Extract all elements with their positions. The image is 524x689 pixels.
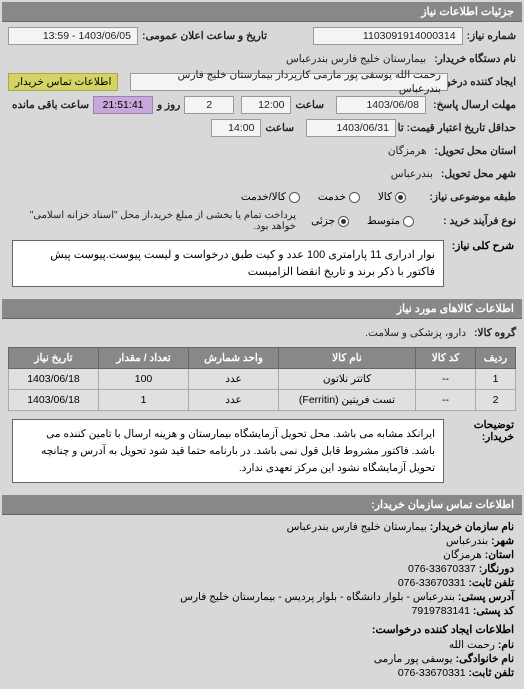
delivery-province-label: استان محل تحویل: [431,145,516,157]
purchase-type-note: پرداخت تمام یا بخشی از مبلغ خرید،از محل … [8,210,300,232]
radio-icon [349,192,360,203]
table-header-3: واحد شمارش [189,348,279,369]
purchase-type-option-0[interactable]: متوسط [367,215,414,227]
table-cell: 100 [99,369,189,390]
contact-city-value: بندرعباس [446,535,488,547]
table-header-5: تاریخ نیاز [9,348,99,369]
need-number-label: شماره نیاز: [463,30,516,42]
radio-icon [338,216,349,227]
items-table: ردیف کد کالا نام کالا واحد شمارش تعداد /… [8,347,516,411]
delivery-city-value: بندرعباس [391,168,437,180]
reply-days-remain: 2 [184,96,234,114]
reply-time-label: ساعت [291,99,324,111]
buyer-org-value: بیمارستان خلیج فارس بندرعباس [286,53,430,65]
contact-province-label: استان: [485,549,514,561]
goods-type-option-1[interactable]: خدمت [318,191,360,203]
table-cell: 1403/06/18 [9,390,99,411]
radio-icon [395,192,406,203]
need-number-value: 1103091914000314 [313,27,463,45]
description-text: نوار ادراری 11 پارامتری 100 عدد و کیت طب… [12,240,444,287]
table-cell: 2 [476,390,516,411]
table-cell: عدد [189,390,279,411]
contact-tel2-label: تلفن ثابت: [469,667,514,679]
validity-time-label: ساعت [261,122,294,134]
table-cell: عدد [189,369,279,390]
validity-label: حداقل تاریخ اعتبار قیمت: تا تاریخ: [396,122,516,134]
announce-datetime-label: تاریخ و ساعت اعلان عمومی: [138,30,267,42]
contact-address-label: آدرس پستی: [458,591,514,603]
table-row: 1--کاتتر نلاتونعدد1001403/06/18 [9,369,516,390]
goods-type-label: طبقه موضوعی نیاز: [406,191,516,203]
notes-label: توضیحات خریدار: [446,415,514,487]
table-header-0: ردیف [476,348,516,369]
contact-postal-label: کد پستی: [473,605,514,617]
contact-org-label: نام سازمان خریدار: [430,521,514,533]
requester-label: ایجاد کننده درخواست: [448,76,516,88]
goods-type-option-2[interactable]: کالا/خدمت [241,191,300,203]
table-header-4: تعداد / مقدار [99,348,189,369]
table-cell: 1403/06/18 [9,369,99,390]
notes-text: ایرانکد مشابه می باشد. محل تحویل آزمایشگ… [12,419,444,483]
validity-time: 14:00 [211,119,261,137]
contact-address-value: بندرعباس - بلوار دانشگاه - بلوار پردیس -… [180,591,455,603]
table-cell: -- [416,390,476,411]
contact-fax-value: 33670337-076 [408,563,476,575]
contact-tel-label: تلفن ثابت: [469,577,514,589]
reply-deadline-time: 12:00 [241,96,291,114]
reply-time-remain: 21:51:41 [93,96,153,114]
contact-family-value: یوسفی پور مارمی [374,653,453,665]
contact-name-label: نام: [498,639,514,651]
table-row: 2--تست فریتین (Ferritin)عدد11403/06/18 [9,390,516,411]
goods-type-radio-group: کالا خدمت کالا/خدمت [241,191,406,203]
contact-name-value: رحمت الله [449,639,495,651]
reply-remain-label: ساعت باقی مانده [8,99,93,111]
contact-city-label: شهر: [491,535,514,547]
validity-date: 1403/06/31 [306,119,396,137]
table-cell: تست فریتین (Ferritin) [279,390,416,411]
table-header-2: نام کالا [279,348,416,369]
delivery-province-value: هرمزگان [388,145,431,157]
contact-postal-value: 7919783141 [412,605,470,617]
requester-value: رحمت الله یوسفی پور مارمی کارپرداز بیمار… [130,73,448,91]
table-cell: 1 [99,390,189,411]
purchase-type-radio-group: متوسط جزئی [311,215,414,227]
purchase-type-option-1[interactable]: جزئی [311,215,349,227]
goods-type-option-0-label: کالا [378,191,392,203]
requester-info-header: اطلاعات ایجاد کننده درخواست: [10,623,514,636]
contacts-body: نام سازمان خریدار: بیمارستان خلیج فارس ب… [2,515,522,687]
table-cell: -- [416,369,476,390]
radio-icon [403,216,414,227]
buyer-org-label: نام دستگاه خریدار: [430,53,516,65]
announce-datetime-value: 1403/06/05 - 13:59 [8,27,138,45]
goods-type-option-1-label: خدمت [318,191,346,203]
group-label: گروه کالا: [470,327,516,339]
group-value: دارو، پزشکی و سلامت. [365,327,470,339]
goods-type-option-2-label: کالا/خدمت [241,191,286,203]
reply-days-label: روز و [153,99,184,111]
contact-tel-value: 33670331-076 [398,577,466,589]
contact-province-value: هرمزگان [443,549,482,561]
contact-org-value: بیمارستان خلیج فارس بندرعباس [287,521,427,533]
purchase-type-label: نوع فرآیند خرید : [414,215,516,227]
contact-fax-label: دورنگار: [479,563,514,575]
contacts-section-header: اطلاعات تماس سازمان خریدار: [2,495,522,515]
purchase-type-option-0-label: متوسط [367,215,400,227]
radio-icon [289,192,300,203]
contact-family-label: نام خانوادگی: [456,653,514,665]
goods-type-option-0[interactable]: کالا [378,191,406,203]
main-section-header: جزئیات اطلاعات نیاز [2,2,522,22]
table-header-1: کد کالا [416,348,476,369]
contact-tel2-value: 33670331-076 [398,667,466,679]
table-cell: 1 [476,369,516,390]
main-section-body: شماره نیاز: 1103091914000314 تاریخ و ساع… [2,22,522,299]
reply-deadline-date: 1403/06/08 [336,96,426,114]
delivery-city-label: شهر محل تحویل: [437,168,516,180]
contact-buyer-link[interactable]: اطلاعات تماس خریدار [8,73,118,91]
reply-deadline-label: مهلت ارسال پاسخ: [426,99,516,111]
description-label: شرح کلی نیاز: [446,236,514,291]
purchase-type-option-1-label: جزئی [311,215,335,227]
items-section-header: اطلاعات کالاهای مورد نیاز [2,299,522,319]
table-cell: کاتتر نلاتون [279,369,416,390]
